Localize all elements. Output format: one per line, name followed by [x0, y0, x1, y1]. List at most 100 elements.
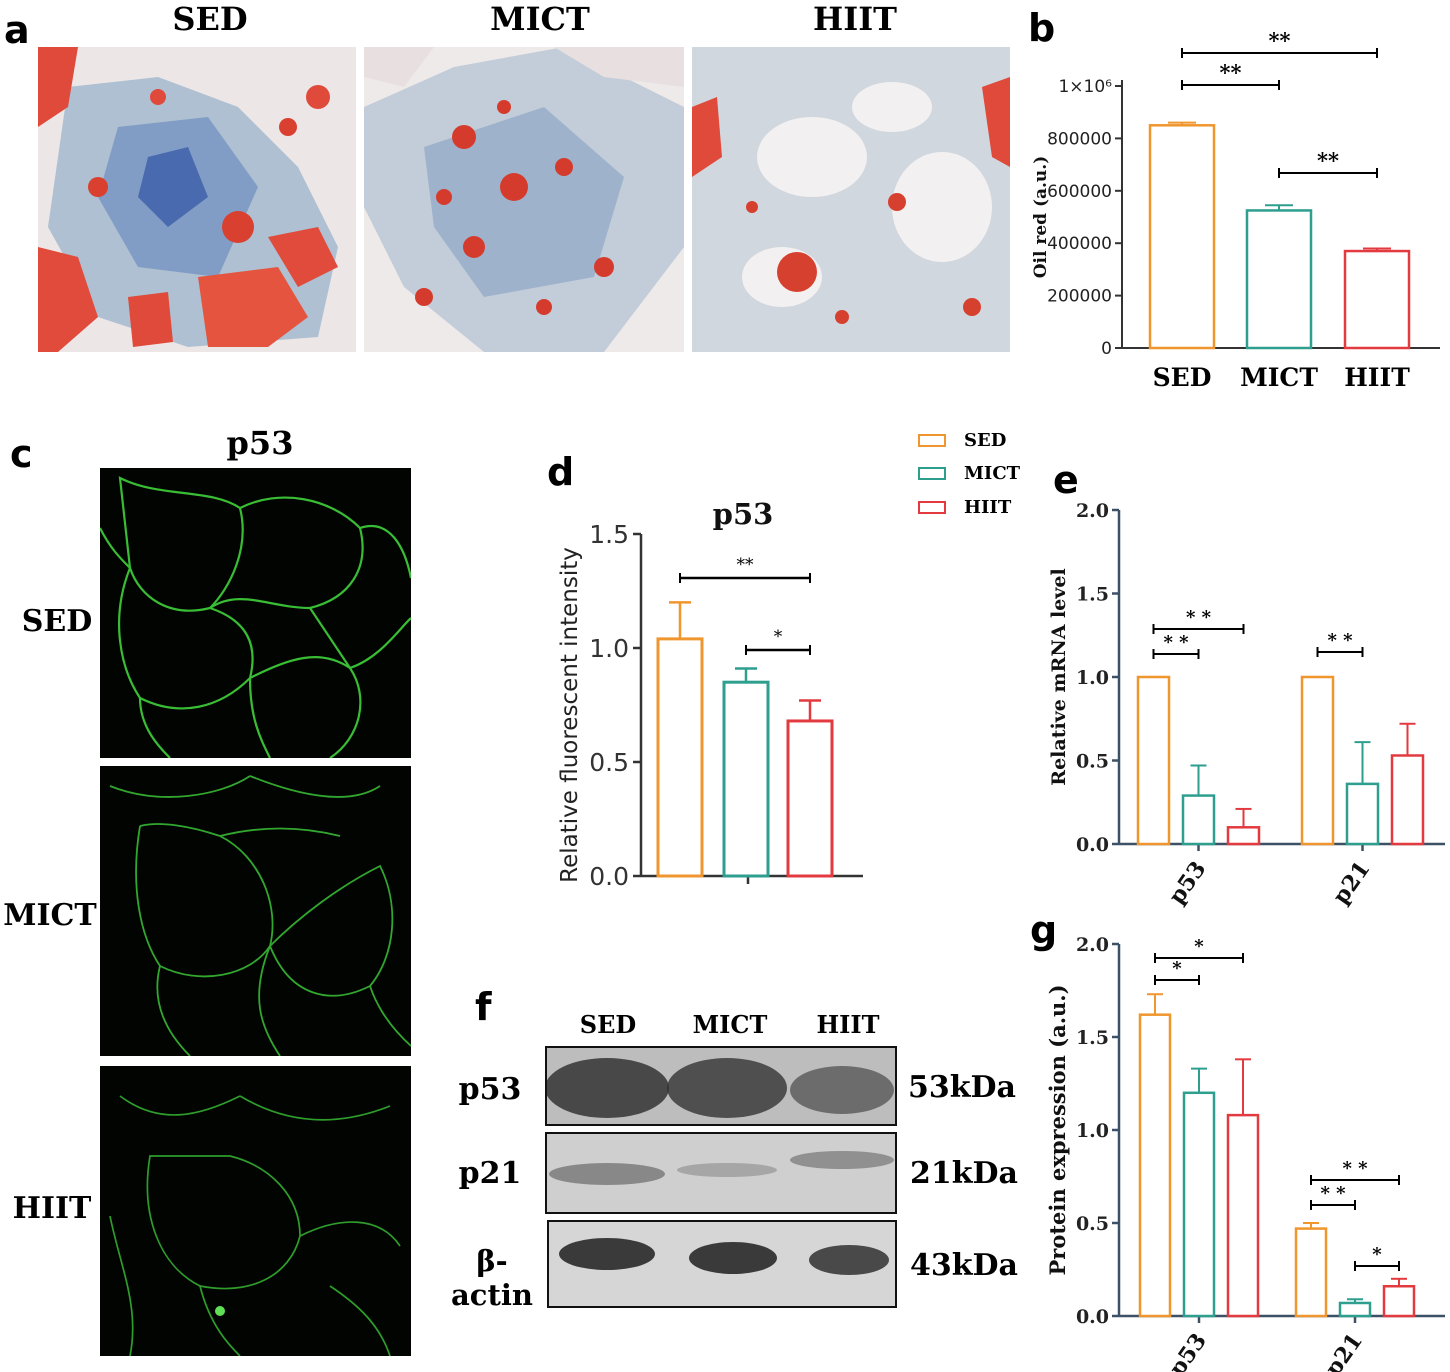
chart-d-bar-hiit [786, 719, 834, 878]
chart-g-significance-label: * [1194, 936, 1204, 957]
chart-e-significance-label: * * [1186, 607, 1212, 628]
chart-e-bar-hiit-p21 [1390, 754, 1425, 846]
chart-d-bar-mict [722, 680, 770, 878]
chart-e-significance-label: * * [1163, 632, 1189, 653]
chart-e-bar-sed-p53 [1136, 675, 1171, 846]
chart-e: 0.0 0.5 1.0 1.5 2.0 Relative mRNA level p53 p21… [1048, 500, 1445, 910]
chart-e-y-tick-label: 1.0 [1076, 667, 1109, 689]
chart-e-y-tick-label: 1.5 [1076, 584, 1109, 606]
blot-protein-beta-actin: β-actin [451, 1244, 533, 1312]
chart-g-y-tick-label: 1.5 [1076, 1027, 1109, 1049]
chart-d-y-tick-label: 1.0 [589, 634, 629, 663]
panel-c-row-label-sed: SED [21, 604, 93, 639]
chart-b-bar-mict [1245, 209, 1313, 350]
panel-letter-c: c [10, 432, 33, 476]
chart-b-significance-label: ** [1220, 60, 1242, 85]
blot-protein-p53: p53 [458, 1072, 522, 1107]
oil-red-image-hiit [692, 47, 1010, 352]
chart-g-bar-hiit-p53 [1226, 1113, 1260, 1318]
chart-e-x-tick-label: p21 [1328, 857, 1376, 910]
chart-g-x-tick-label: p53 [1164, 1329, 1212, 1372]
chart-d-y-tick-label: 0.5 [589, 748, 629, 777]
chart-b-y-tick-label: 0 [1101, 339, 1112, 359]
chart-g-y-tick-label: 0.5 [1076, 1213, 1109, 1235]
chart-d-y-tick-label: 0.0 [589, 862, 629, 891]
chart-g-significance-label: * [1372, 1244, 1382, 1265]
legend: SED MICT HIIT [918, 426, 1048, 526]
legend-swatch-mict [918, 467, 946, 480]
chart-b-significance-label: ** [1317, 148, 1339, 173]
chart-g-significance-label: * * [1320, 1183, 1346, 1204]
fluorescence-image-mict [100, 766, 411, 1056]
chart-g-bar-sed-p21 [1294, 1227, 1328, 1318]
fluorescence-image-hiit [100, 1066, 411, 1356]
blot-size-p21: 21kDa [910, 1156, 1018, 1191]
chart-g-bar-sed-p53 [1138, 1013, 1172, 1318]
chart-g-significance-label: * * [1342, 1158, 1368, 1179]
chart-g-bar-hiit-p21 [1382, 1284, 1416, 1318]
blot-size-p53: 53kDa [908, 1070, 1016, 1105]
blot-protein-p21: p21 [458, 1156, 522, 1191]
chart-d-y-axis-label: Relative fluorescent intensity [557, 547, 583, 883]
chart-g: 0.0 0.5 1.0 1.5 2.0 Protein expression (a.u.)… [1045, 934, 1445, 1372]
chart-e-bar-mict-p21 [1345, 782, 1380, 846]
chart-g-y-axis-label: Protein expression (a.u.) [1045, 984, 1070, 1275]
panel-c-row-label-mict: MICT [3, 898, 97, 933]
chart-g-y-tick-label: 1.0 [1076, 1120, 1109, 1142]
legend-swatch-sed [918, 434, 946, 447]
chart-e-bar-mict-p53 [1181, 794, 1216, 846]
chart-e-bar-hiit-p53 [1226, 826, 1261, 846]
chart-b-x-tick-label: SED [1153, 363, 1212, 392]
chart-b-y-tick-label: 200000 [1047, 287, 1112, 307]
blot-header-mict: MICT [692, 1010, 768, 1039]
blot-header-hiit: HIIT [816, 1010, 880, 1039]
legend-item-mict: MICT [918, 463, 1048, 487]
chart-b-y-axis-label: Oil red (a.u.) [1031, 156, 1051, 279]
blot-strip-p53 [545, 1046, 897, 1126]
chart-g-x-tick-label: p21 [1320, 1329, 1368, 1372]
chart-d-significance-label: * [774, 627, 783, 647]
chart-b-y-tick-label: 400000 [1047, 234, 1112, 254]
blot-strip-beta-actin [547, 1220, 897, 1308]
chart-b-significance-label: ** [1269, 30, 1291, 53]
chart-e-y-tick-label: 0.0 [1076, 834, 1109, 856]
panel-a-label-sed: SED [172, 0, 248, 38]
panel-letter-f: f [475, 985, 492, 1029]
legend-item-sed: SED [918, 430, 1048, 454]
chart-e-significance-label: * * [1327, 630, 1353, 651]
chart-b-y-tick-label: 600000 [1047, 182, 1112, 202]
chart-d-bar-sed [656, 637, 704, 878]
chart-b-x-tick-label: HIIT [1344, 363, 1410, 392]
chart-g-bar-mict-p21 [1338, 1301, 1372, 1318]
panel-a-label-hiit: HIIT [813, 0, 897, 38]
chart-b: 0 200000 400000 600000 800000 1×10⁶ Oil red (a… [1031, 30, 1440, 392]
panel-letter-a: a [4, 8, 30, 52]
chart-e-x-tick-label: p53 [1164, 857, 1212, 910]
chart-b-bar-sed [1148, 124, 1216, 350]
chart-e-y-axis-label: Relative mRNA level [1048, 568, 1070, 785]
oil-red-image-sed [38, 47, 356, 352]
chart-g-y-tick-label: 2.0 [1076, 934, 1109, 956]
panel-letter-g: g [1030, 908, 1058, 952]
legend-label-hiit: HIIT [964, 497, 1012, 518]
legend-item-hiit: HIIT [918, 497, 1048, 521]
legend-label-mict: MICT [964, 463, 1021, 484]
chart-b-bar-hiit [1343, 249, 1411, 350]
chart-b-x-tick-label: MICT [1240, 363, 1318, 392]
chart-g-bar-mict-p53 [1182, 1091, 1216, 1318]
panel-c-title: p53 [226, 424, 294, 462]
panel-letter-d: d [547, 450, 575, 494]
panel-letter-e: e [1053, 458, 1079, 502]
blot-header-sed: SED [579, 1010, 637, 1039]
chart-e-y-tick-label: 2.0 [1076, 500, 1109, 522]
panel-letter-b: b [1028, 6, 1056, 50]
chart-g-y-tick-label: 0.0 [1076, 1306, 1109, 1328]
fluorescence-image-sed [100, 468, 411, 758]
oil-red-image-mict [364, 47, 684, 352]
blot-strip-p21 [545, 1132, 897, 1214]
panel-a-label-mict: MICT [490, 0, 590, 38]
chart-d-y-tick-label: 1.5 [589, 520, 629, 549]
chart-e-y-tick-label: 0.5 [1076, 751, 1109, 773]
blot-size-beta-actin: 43kDa [910, 1248, 1018, 1283]
